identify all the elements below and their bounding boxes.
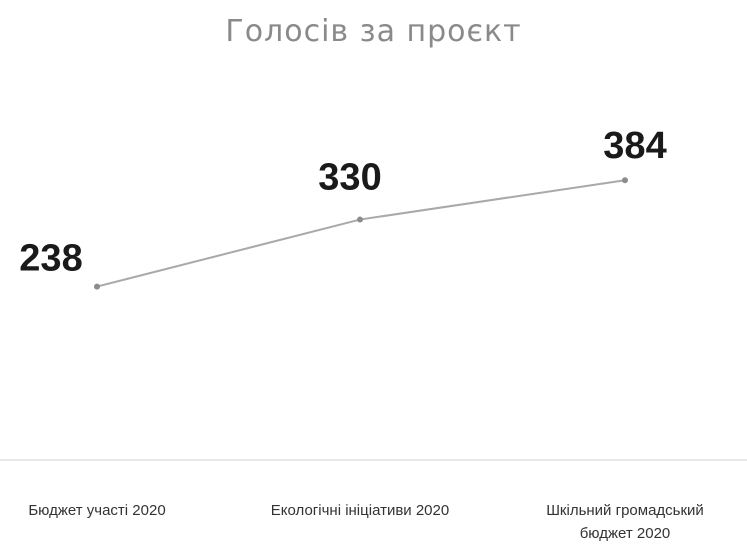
x-tick-label-0: Бюджет участі 2020 xyxy=(28,502,165,519)
data-label-0: 238 xyxy=(19,238,82,280)
data-markers xyxy=(94,177,628,290)
x-tick-label-1: Екологічні ініціативи 2020 xyxy=(271,502,449,519)
data-label-1: 330 xyxy=(318,157,381,199)
x-tick-label-2: Шкільний громадський бюджет 2020 xyxy=(546,502,704,542)
data-point-0 xyxy=(94,283,100,290)
data-label-2: 384 xyxy=(603,125,666,167)
data-point-2 xyxy=(622,177,628,184)
data-labels: 238 330 384 xyxy=(19,125,666,279)
data-point-1 xyxy=(357,216,363,223)
chart-title: Голосів за проєкт xyxy=(225,14,522,49)
x-tick-labels: Бюджет участі 2020 Екологічні ініціативи … xyxy=(28,502,703,542)
